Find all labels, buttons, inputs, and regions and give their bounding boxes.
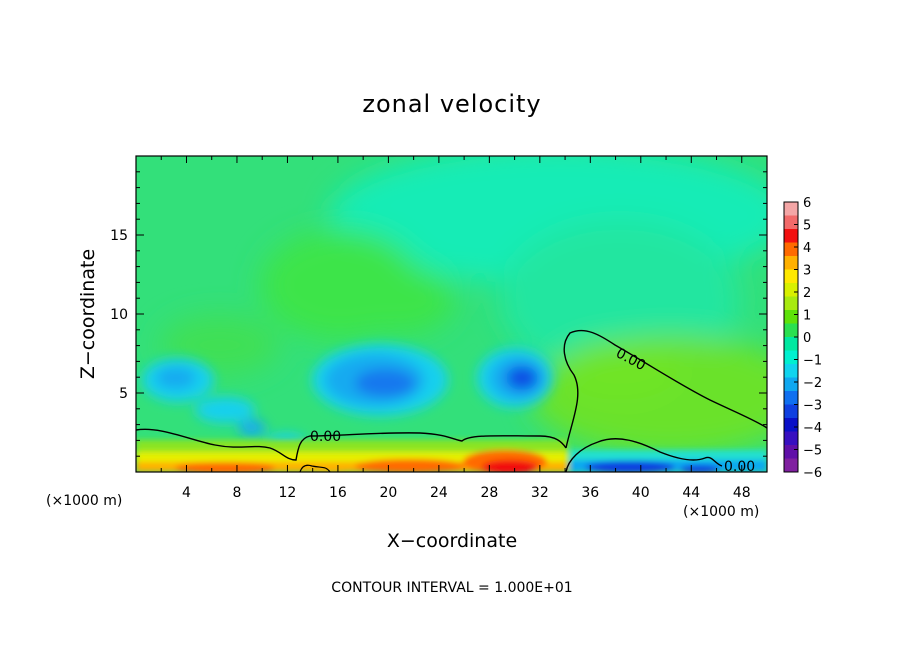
colorbar-swatch xyxy=(784,296,798,311)
plot-area: 0.00 0.00 0.00 xyxy=(136,156,767,475)
colorbar-swatch xyxy=(784,202,798,216)
colorbar-tick-label: −1 xyxy=(803,354,822,369)
x-tick-label: 32 xyxy=(531,485,549,501)
y-tick-label: 5 xyxy=(119,386,128,402)
colorbar-swatch xyxy=(784,350,798,365)
colorbar-tick-label: 2 xyxy=(803,286,811,301)
colorbar-tick-label: 6 xyxy=(803,196,811,211)
colorbar-swatch xyxy=(784,337,798,351)
colorbar-tick-label: −4 xyxy=(803,421,822,436)
colorbar-swatch xyxy=(784,418,798,432)
contour-label-3: 0.00 xyxy=(724,459,755,475)
field-upper-structure xyxy=(160,156,767,455)
x-tick-label: 20 xyxy=(379,485,397,501)
colorbar-tick-label: −6 xyxy=(803,466,822,481)
colorbar-tick-label: 0 xyxy=(803,331,811,346)
colorbar-swatch xyxy=(784,391,798,405)
y-tick-label: 15 xyxy=(110,228,128,244)
x-tick-label: 12 xyxy=(279,485,297,501)
colorbar-swatch xyxy=(784,242,798,257)
chart-title: zonal velocity xyxy=(362,90,541,118)
x-tick-label: 40 xyxy=(632,485,650,501)
contour-zero-surface xyxy=(565,438,723,472)
x-tick-label: 36 xyxy=(581,485,599,501)
y-axis-ticks: 5 10 15 xyxy=(110,171,767,457)
x-tick-label: 24 xyxy=(430,485,448,501)
y-tick-label: 10 xyxy=(110,307,128,323)
contour-label-1: 0.00 xyxy=(310,429,341,445)
x-unit-right: (×1000 m) xyxy=(683,504,759,520)
colorbar-tick-label: 5 xyxy=(803,219,811,234)
colorbar-swatch xyxy=(784,445,798,459)
colorbar-tick-label: 4 xyxy=(803,241,811,256)
colorbar-swatch xyxy=(784,256,798,270)
colorbar-swatch xyxy=(784,283,798,297)
colorbar-swatch xyxy=(784,458,798,473)
colorbar-tick-label: 1 xyxy=(803,309,811,324)
x-axis-ticks: 4 8 12 16 20 24 28 32 36 40 44 48 xyxy=(160,156,751,501)
contour-interval-note: CONTOUR INTERVAL = 1.000E+01 xyxy=(331,580,572,596)
x-tick-label: 16 xyxy=(329,485,347,501)
colorbar-swatch xyxy=(784,229,798,243)
x-tick-label: 28 xyxy=(480,485,498,501)
colorbar-tick-label: 3 xyxy=(803,264,811,279)
colorbar xyxy=(784,202,798,473)
colorbar-swatch xyxy=(784,323,798,338)
field-negative-cores xyxy=(142,344,553,450)
colorbar-tick-label: −5 xyxy=(803,444,822,459)
colorbar-swatch xyxy=(784,364,798,378)
x-axis-label: X−coordinate xyxy=(387,530,517,552)
contour-zero-small xyxy=(299,464,331,472)
colorbar-tick-label: −2 xyxy=(803,376,822,391)
x-tick-label: 4 xyxy=(182,485,191,501)
contour-zero-lower xyxy=(136,428,567,461)
colorbar-swatch xyxy=(784,431,798,446)
y-axis-label: Z−coordinate xyxy=(77,249,99,379)
colorbar-tick-label: −3 xyxy=(803,399,822,414)
colorbar-swatch xyxy=(784,269,798,284)
colorbar-ticks: 6 5 4 3 2 1 0 −1 −2 −3 −4 −5 −6 xyxy=(794,196,822,481)
x-tick-label: 48 xyxy=(733,485,751,501)
colorbar-swatch xyxy=(784,377,798,392)
x-tick-label: 44 xyxy=(682,485,700,501)
x-unit-left: (×1000 m) xyxy=(46,493,122,509)
contour-zero-lee xyxy=(563,329,767,449)
x-tick-label: 8 xyxy=(232,485,241,501)
colorbar-swatch xyxy=(784,215,798,230)
field-surface-band xyxy=(136,440,767,472)
colorbar-swatch xyxy=(784,404,798,419)
colorbar-swatch xyxy=(784,310,798,324)
